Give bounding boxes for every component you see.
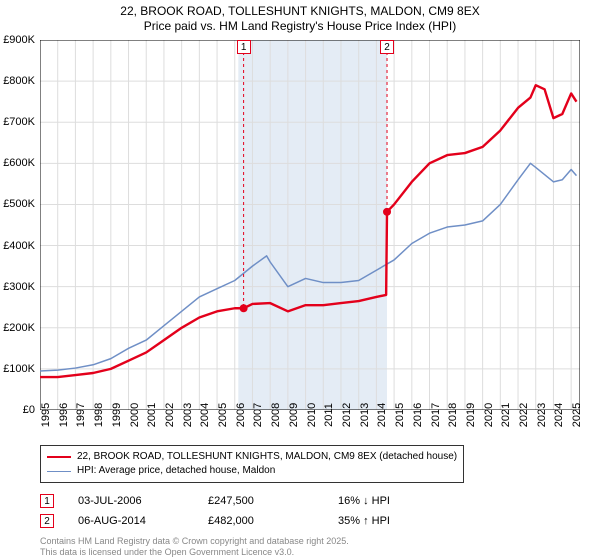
ytick-label: £600K (3, 157, 35, 169)
ytick-label: £200K (3, 322, 35, 334)
event-price-2: £482,000 (208, 511, 338, 531)
event-delta-1: 16% ↓ HPI (338, 491, 468, 511)
xtick-label: 2021 (500, 403, 512, 427)
xtick-label: 1998 (93, 403, 105, 427)
event-delta-2: 35% ↑ HPI (338, 511, 468, 531)
xtick-label: 2023 (536, 403, 548, 427)
legend-label-hpi: HPI: Average price, detached house, Mald… (77, 464, 275, 478)
legend-row-hpi: HPI: Average price, detached house, Mald… (47, 464, 457, 478)
chart-svg (40, 40, 580, 410)
ytick-label: £400K (3, 240, 35, 252)
event-rows: 1 03-JUL-2006 £247,500 16% ↓ HPI 2 06-AU… (40, 491, 580, 531)
legend-row-price-paid: 22, BROOK ROAD, TOLLESHUNT KNIGHTS, MALD… (47, 450, 457, 464)
xtick-label: 2014 (376, 403, 388, 427)
event-date-1: 03-JUL-2006 (78, 491, 208, 511)
xtick-label: 2004 (199, 403, 211, 427)
chart-title-block: 22, BROOK ROAD, TOLLESHUNT KNIGHTS, MALD… (0, 0, 600, 34)
legend-swatch-price-paid (47, 456, 71, 458)
chart-area: £0£100K£200K£300K£400K£500K£600K£700K£80… (40, 40, 580, 410)
chart-title-line1: 22, BROOK ROAD, TOLLESHUNT KNIGHTS, MALD… (0, 4, 600, 19)
xtick-label: 2005 (217, 403, 229, 427)
ytick-label: £700K (3, 116, 35, 128)
xtick-label: 2011 (323, 403, 335, 427)
chart-title-line2: Price paid vs. HM Land Registry's House … (0, 19, 600, 34)
xtick-label: 2017 (430, 403, 442, 427)
footer-line1: Contains HM Land Registry data © Crown c… (40, 536, 349, 547)
xtick-label: 2013 (359, 403, 371, 427)
xtick-label: 2018 (447, 403, 459, 427)
xtick-label: 2016 (412, 403, 424, 427)
xtick-label: 2009 (288, 403, 300, 427)
legend-label-price-paid: 22, BROOK ROAD, TOLLESHUNT KNIGHTS, MALD… (77, 450, 457, 464)
sale-marker-flag: 1 (237, 40, 251, 54)
footer: Contains HM Land Registry data © Crown c… (40, 536, 349, 558)
xtick-label: 2000 (129, 403, 141, 427)
xtick-label: 2020 (483, 403, 495, 427)
event-row-1: 1 03-JUL-2006 £247,500 16% ↓ HPI (40, 491, 580, 511)
xtick-label: 2025 (571, 403, 583, 427)
ytick-label: £500K (3, 198, 35, 210)
ytick-label: £300K (3, 281, 35, 293)
event-price-1: £247,500 (208, 491, 338, 511)
xtick-label: 2006 (235, 403, 247, 427)
xtick-label: 2001 (146, 403, 158, 427)
event-marker-2: 2 (40, 514, 54, 528)
event-date-2: 06-AUG-2014 (78, 511, 208, 531)
legend-area: 22, BROOK ROAD, TOLLESHUNT KNIGHTS, MALD… (40, 445, 580, 531)
xtick-label: 2015 (394, 403, 406, 427)
ytick-label: £800K (3, 75, 35, 87)
event-row-2: 2 06-AUG-2014 £482,000 35% ↑ HPI (40, 511, 580, 531)
xtick-label: 2002 (164, 403, 176, 427)
xtick-label: 1996 (58, 403, 70, 427)
xtick-label: 1999 (111, 403, 123, 427)
ytick-label: £900K (3, 34, 35, 46)
xtick-label: 2008 (270, 403, 282, 427)
xtick-label: 2003 (182, 403, 194, 427)
xtick-label: 2022 (518, 403, 530, 427)
ytick-label: £100K (3, 363, 35, 375)
xtick-label: 2024 (553, 403, 565, 427)
ytick-label: £0 (23, 404, 35, 416)
legend-swatch-hpi (47, 471, 71, 472)
legend-box: 22, BROOK ROAD, TOLLESHUNT KNIGHTS, MALD… (40, 445, 464, 483)
footer-line2: This data is licensed under the Open Gov… (40, 547, 349, 558)
xtick-label: 2019 (465, 403, 477, 427)
sale-marker-flag: 2 (380, 40, 394, 54)
xtick-label: 1997 (75, 403, 87, 427)
event-marker-1: 1 (40, 494, 54, 508)
xtick-label: 2012 (341, 403, 353, 427)
xtick-label: 2010 (306, 403, 318, 427)
xtick-label: 2007 (252, 403, 264, 427)
xtick-label: 1995 (40, 403, 52, 427)
